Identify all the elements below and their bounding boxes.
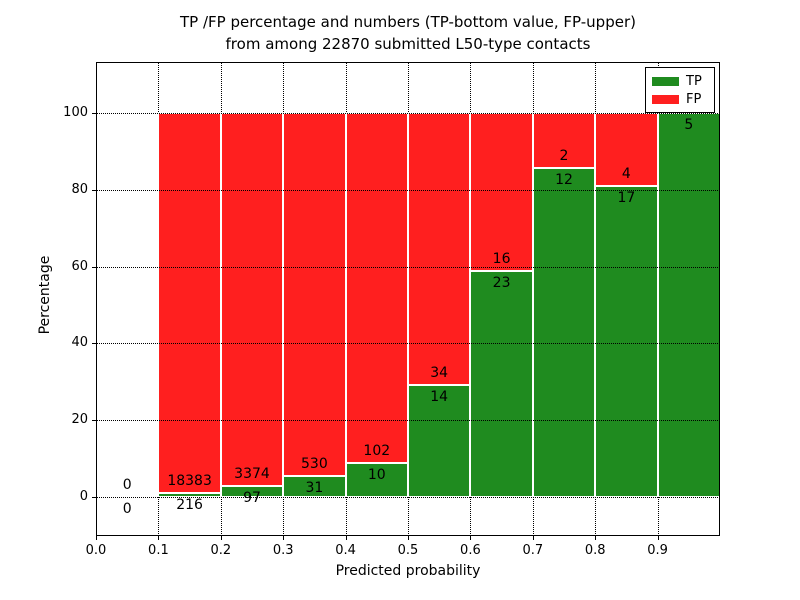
fp-count-label: 34 xyxy=(430,364,449,381)
tp-count-label: 23 xyxy=(492,274,511,291)
tp-count-label: 5 xyxy=(684,117,694,133)
bar-segment-tp xyxy=(408,384,471,497)
bar-segment-tp xyxy=(283,475,346,497)
y-gridline xyxy=(96,420,720,422)
y-axis-label: Percentage xyxy=(37,255,53,335)
bar-segment-fp xyxy=(283,113,346,476)
y-tick-label: 100 xyxy=(63,105,88,120)
x-tick-label: 0.7 xyxy=(522,543,544,558)
bar-segment-tp xyxy=(532,167,596,497)
x-tick xyxy=(532,536,534,540)
y-tick-label: 80 xyxy=(71,181,88,197)
x-tick xyxy=(408,536,409,540)
bar-segment-fp xyxy=(408,113,471,385)
fp-count-label: 2 xyxy=(559,147,569,164)
bar-segment-tp xyxy=(220,486,284,497)
x-tick-label: 0.9 xyxy=(647,543,668,558)
fp-count-label: 0 xyxy=(122,477,132,493)
tp-count-label: 12 xyxy=(555,171,573,188)
x-tick xyxy=(345,536,347,540)
y-tick-label: 20 xyxy=(71,412,88,428)
y-tick xyxy=(92,420,96,422)
x-tick-label: 0.1 xyxy=(148,543,169,558)
y-tick xyxy=(92,113,96,114)
x-tick-label: 0.2 xyxy=(210,543,232,558)
fp-count-label: 3374 xyxy=(234,466,270,483)
x-tick-label: 0.3 xyxy=(272,543,294,558)
y-tick xyxy=(92,189,96,191)
x-tick xyxy=(283,536,285,540)
legend-label-tp: TP xyxy=(686,73,702,89)
legend-label-fp: FP xyxy=(686,91,702,107)
y-tick xyxy=(92,497,96,498)
y-gridline xyxy=(96,343,720,345)
x-tick xyxy=(595,536,597,540)
fp-count-label: 16 xyxy=(492,250,511,267)
legend: TP FP xyxy=(645,67,715,113)
chart-title-line1: TP /FP percentage and numbers (TP-bottom… xyxy=(180,13,636,31)
fp-count-label: 530 xyxy=(301,455,328,472)
fp-count-label: 18383 xyxy=(167,472,212,489)
legend-item-fp: FP xyxy=(652,93,708,106)
y-tick-label: 40 xyxy=(71,335,88,351)
plot-area: 0 0 18383 216 3374 97 530 31 102 10 34 14 16 23 2 12 4 17… xyxy=(96,62,720,536)
y-gridline xyxy=(96,113,720,114)
bar-segment-tp xyxy=(470,270,533,497)
tp-count-label: 10 xyxy=(367,466,386,483)
x-tick-label: 0.0 xyxy=(85,543,107,558)
x-tick-label: 0.6 xyxy=(460,543,481,558)
x-tick xyxy=(220,536,222,540)
y-tick-label: 0 xyxy=(79,489,88,504)
fp-count-label: 4 xyxy=(621,166,631,183)
x-tick-label: 0.8 xyxy=(584,543,606,558)
fp-count-label: 102 xyxy=(363,442,391,459)
x-tick-label: 0.4 xyxy=(335,543,356,558)
tp-count-label: 0 xyxy=(122,501,132,517)
x-tick-label: 0.5 xyxy=(397,543,419,558)
bar-segment-fp xyxy=(345,113,408,463)
tp-count-label: 17 xyxy=(617,190,636,207)
x-tick xyxy=(470,536,472,540)
y-gridline xyxy=(96,266,720,268)
fp-swatch-icon xyxy=(652,94,679,104)
tp-count-label: 97 xyxy=(243,490,261,507)
tp-count-label: 216 xyxy=(176,496,203,513)
x-axis-label: Predicted probability xyxy=(335,563,481,579)
tp-count-label: 31 xyxy=(305,479,324,496)
y-tick-label: 60 xyxy=(71,258,88,274)
bar-segment-tp xyxy=(345,462,408,497)
bar-segment-tp xyxy=(595,186,658,497)
bar-segment-tp xyxy=(158,492,221,497)
bar-segment-fp xyxy=(158,113,221,493)
legend-item-tp: TP xyxy=(652,75,708,88)
x-tick xyxy=(96,536,97,540)
bar-segment-fp xyxy=(220,113,284,487)
tp-count-label: 14 xyxy=(430,388,449,405)
y-gridline xyxy=(96,497,720,498)
y-gridline xyxy=(96,189,720,191)
x-tick xyxy=(657,536,659,540)
y-tick xyxy=(92,343,96,345)
y-tick xyxy=(92,266,96,268)
x-tick xyxy=(158,536,160,540)
bar-segment-tp xyxy=(657,113,720,497)
bar-segment-fp xyxy=(470,113,533,271)
tp-swatch-icon xyxy=(652,76,679,86)
chart-title-line2: from among 22870 submitted L50-type cont… xyxy=(225,35,591,53)
